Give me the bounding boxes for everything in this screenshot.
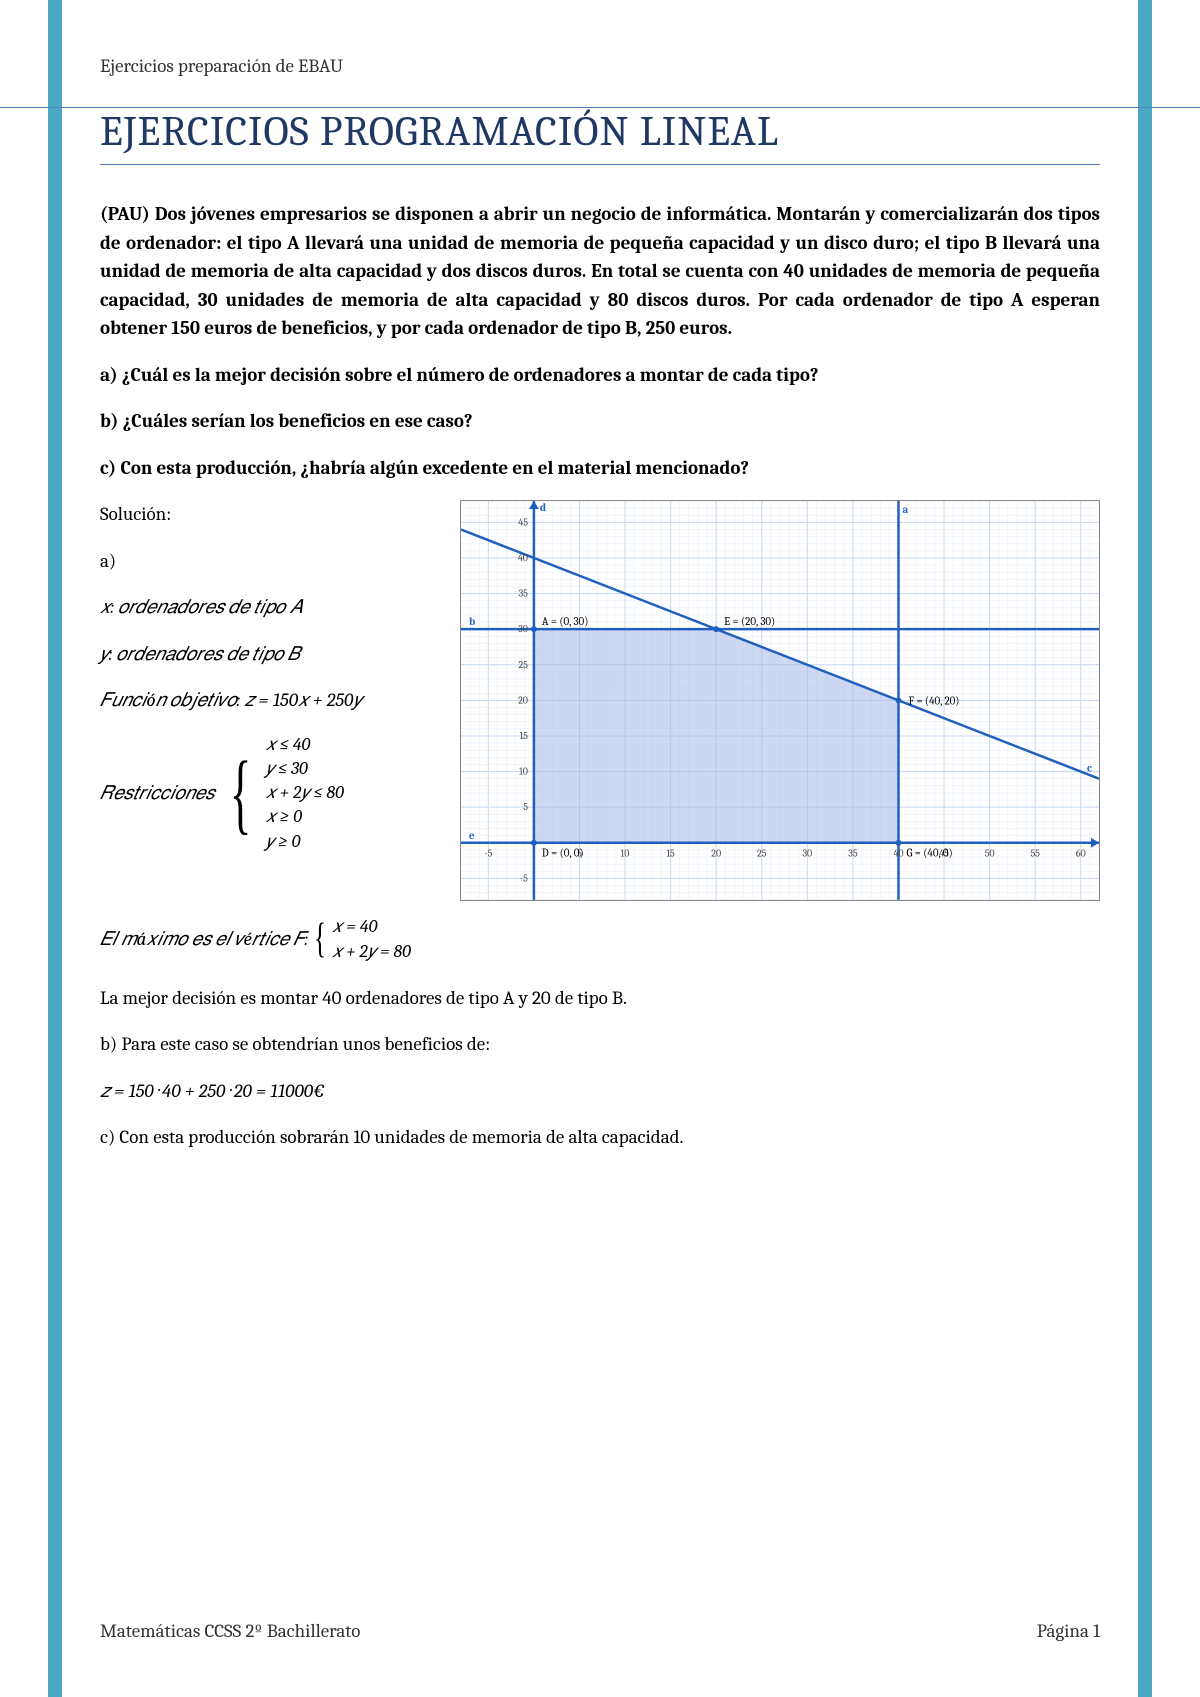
chart-col: -551015202530354045505560-55101520253035… (460, 500, 1100, 909)
restriction-line: 𝑥 ≥ 0 (266, 805, 344, 829)
lp-chart: -551015202530354045505560-55101520253035… (460, 500, 1100, 901)
svg-text:-5: -5 (520, 873, 528, 884)
header-text: Ejercicios preparación de EBAU (100, 55, 1100, 77)
title: EJERCICIOS PROGRAMACIÓN LINEAL (100, 107, 1100, 165)
page: Ejercicios preparación de EBAU EJERCICIO… (0, 0, 1200, 1697)
body: (PAU) Dos jóvenes empresarios se dispone… (100, 200, 1100, 1152)
answer-b-intro: b) Para este caso se obtendrían unos ben… (100, 1030, 1100, 1059)
restrictions-label: 𝑅𝑒𝑠𝑡𝑟𝑖𝑐𝑐𝑖𝑜𝑛𝑒𝑠 (100, 779, 215, 808)
brace-icon: { (229, 753, 251, 834)
def-y: 𝑦: 𝑜𝑟𝑑𝑒𝑛𝑎𝑑𝑜𝑟𝑒𝑠 𝑑𝑒 𝑡𝑖𝑝𝑜 𝐵 (100, 640, 440, 669)
restriction-line: 𝑦 ≤ 30 (266, 757, 344, 781)
svg-text:35: 35 (519, 589, 529, 600)
objective-fn: 𝐹𝑢𝑛𝑐𝑖ó𝑛 𝑜𝑏𝑗𝑒𝑡𝑖𝑣𝑜: 𝑧 = 150𝑥 + 250𝑦 (100, 686, 440, 715)
svg-text:10: 10 (621, 849, 630, 860)
svg-text:40: 40 (893, 849, 903, 860)
svg-text:-5: -5 (484, 849, 492, 860)
brace-small-icon: { (314, 921, 326, 959)
answer-b-calc: 𝑧 = 150 · 40 + 250 · 20 = 11000€ (100, 1077, 1100, 1106)
svg-text:A = (0, 30): A = (0, 30) (542, 615, 589, 628)
svg-text:30: 30 (518, 624, 528, 635)
svg-text:50: 50 (985, 849, 995, 860)
vertex-max-block: 𝐸𝑙 𝑚á𝑥𝑖𝑚𝑜 𝑒𝑠 𝑒𝑙 𝑣é𝑟𝑡𝑖𝑐𝑒 𝐹: { 𝑥 = 40 𝑥 + … (100, 915, 1100, 964)
restriction-line: 𝑦 ≥ 0 (266, 830, 344, 854)
svg-text:F = (40, 20): F = (40, 20) (908, 694, 959, 707)
content: Ejercicios preparación de EBAU EJERCICIO… (100, 55, 1100, 1642)
question-b: b) ¿Cuáles serían los beneficios en ese … (100, 407, 1100, 436)
header-rule (0, 107, 1200, 108)
svg-text:60: 60 (1076, 849, 1086, 860)
svg-text:b: b (469, 615, 475, 628)
part-a-label: a) (100, 547, 440, 576)
svg-text:25: 25 (757, 849, 767, 860)
svg-text:55: 55 (1030, 849, 1040, 860)
answer-c: c) Con esta producción sobrarán 10 unida… (100, 1123, 1100, 1152)
question-c: c) Con esta producción, ¿habría algún ex… (100, 454, 1100, 483)
max-line: 𝑥 = 40 (332, 915, 411, 939)
svg-text:25: 25 (518, 660, 528, 671)
solution-label: Solución: (100, 500, 440, 529)
footer-right: Página 1 (1037, 1620, 1100, 1642)
restrictions-lines: 𝑥 ≤ 40 𝑦 ≤ 30 𝑥 + 2𝑦 ≤ 80 𝑥 ≥ 0 𝑦 ≥ 0 (266, 733, 344, 854)
svg-text:45: 45 (518, 517, 528, 528)
question-a: a) ¿Cuál es la mejor decisión sobre el n… (100, 361, 1100, 390)
max-lines: 𝑥 = 40 𝑥 + 2𝑦 = 80 (332, 915, 411, 964)
border-right (1138, 0, 1152, 1697)
svg-text:e: e (469, 829, 475, 842)
svg-text:30: 30 (802, 849, 812, 860)
svg-text:a: a (902, 503, 908, 516)
svg-text:5: 5 (523, 802, 528, 813)
svg-text:D = (0, 0): D = (0, 0) (542, 847, 584, 860)
answer-a: La mejor decisión es montar 40 ordenador… (100, 984, 1100, 1013)
svg-text:10: 10 (519, 767, 528, 778)
svg-text:35: 35 (848, 849, 858, 860)
solution-row: Solución: a) 𝑥: 𝑜𝑟𝑑𝑒𝑛𝑎𝑑𝑜𝑟𝑒𝑠 𝑑𝑒 𝑡𝑖𝑝𝑜 𝐴 𝑦:… (100, 500, 1100, 909)
svg-text:d: d (540, 501, 546, 514)
problem-statement: (PAU) Dos jóvenes empresarios se dispone… (100, 200, 1100, 343)
svg-text:20: 20 (518, 695, 528, 706)
svg-text:E = (20, 30): E = (20, 30) (724, 615, 775, 628)
def-x: 𝑥: 𝑜𝑟𝑑𝑒𝑛𝑎𝑑𝑜𝑟𝑒𝑠 𝑑𝑒 𝑡𝑖𝑝𝑜 𝐴 (100, 593, 440, 622)
restriction-line: 𝑥 ≤ 40 (266, 733, 344, 757)
footer-left: Matemáticas CCSS 2º Bachillerato (100, 1620, 360, 1642)
svg-text:40: 40 (518, 553, 528, 564)
svg-text:15: 15 (520, 731, 529, 742)
max-line: 𝑥 + 2𝑦 = 80 (332, 940, 411, 964)
svg-text:G = (40, 0): G = (40, 0) (906, 847, 952, 860)
footer: Matemáticas CCSS 2º Bachillerato Página … (100, 1620, 1100, 1642)
svg-text:15: 15 (666, 849, 675, 860)
restrictions-block: 𝑅𝑒𝑠𝑡𝑟𝑖𝑐𝑐𝑖𝑜𝑛𝑒𝑠 { 𝑥 ≤ 40 𝑦 ≤ 30 𝑥 + 2𝑦 ≤ 8… (100, 733, 440, 854)
border-left (48, 0, 62, 1697)
restriction-line: 𝑥 + 2𝑦 ≤ 80 (266, 781, 344, 805)
svg-text:c: c (1087, 762, 1092, 775)
solution-text-col: Solución: a) 𝑥: 𝑜𝑟𝑑𝑒𝑛𝑎𝑑𝑜𝑟𝑒𝑠 𝑑𝑒 𝑡𝑖𝑝𝑜 𝐴 𝑦:… (100, 500, 440, 866)
max-label: 𝐸𝑙 𝑚á𝑥𝑖𝑚𝑜 𝑒𝑠 𝑒𝑙 𝑣é𝑟𝑡𝑖𝑐𝑒 𝐹: (100, 925, 308, 954)
svg-text:20: 20 (711, 849, 721, 860)
